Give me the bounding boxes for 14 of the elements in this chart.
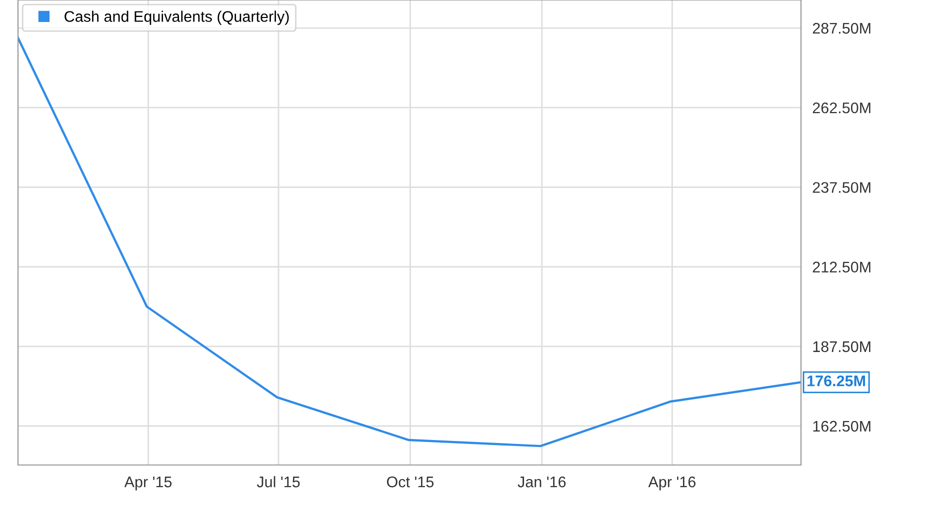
x-tick-label: Jan '16 [518,476,566,488]
y-tick-label: 187.50M [813,341,870,352]
y-tick-label: 212.50M [812,262,870,272]
x-tick-label: Apr '16 [648,476,696,490]
x-tick-label: Jul '15 [256,476,300,488]
y-tick-label: 287.50M [812,22,870,34]
line-series [18,36,801,448]
x-tick-label: Oct '15 [386,476,434,488]
y-tick-label: 262.50M [812,102,870,114]
x-tick-label: Apr '15 [124,476,172,490]
legend-label: Cash and Equivalents (Quarterly) [64,10,289,25]
y-tick-label: 162.50M [813,420,870,432]
y-tick-label: 237.50M [812,182,870,193]
data-label: 176.25M [808,376,865,386]
